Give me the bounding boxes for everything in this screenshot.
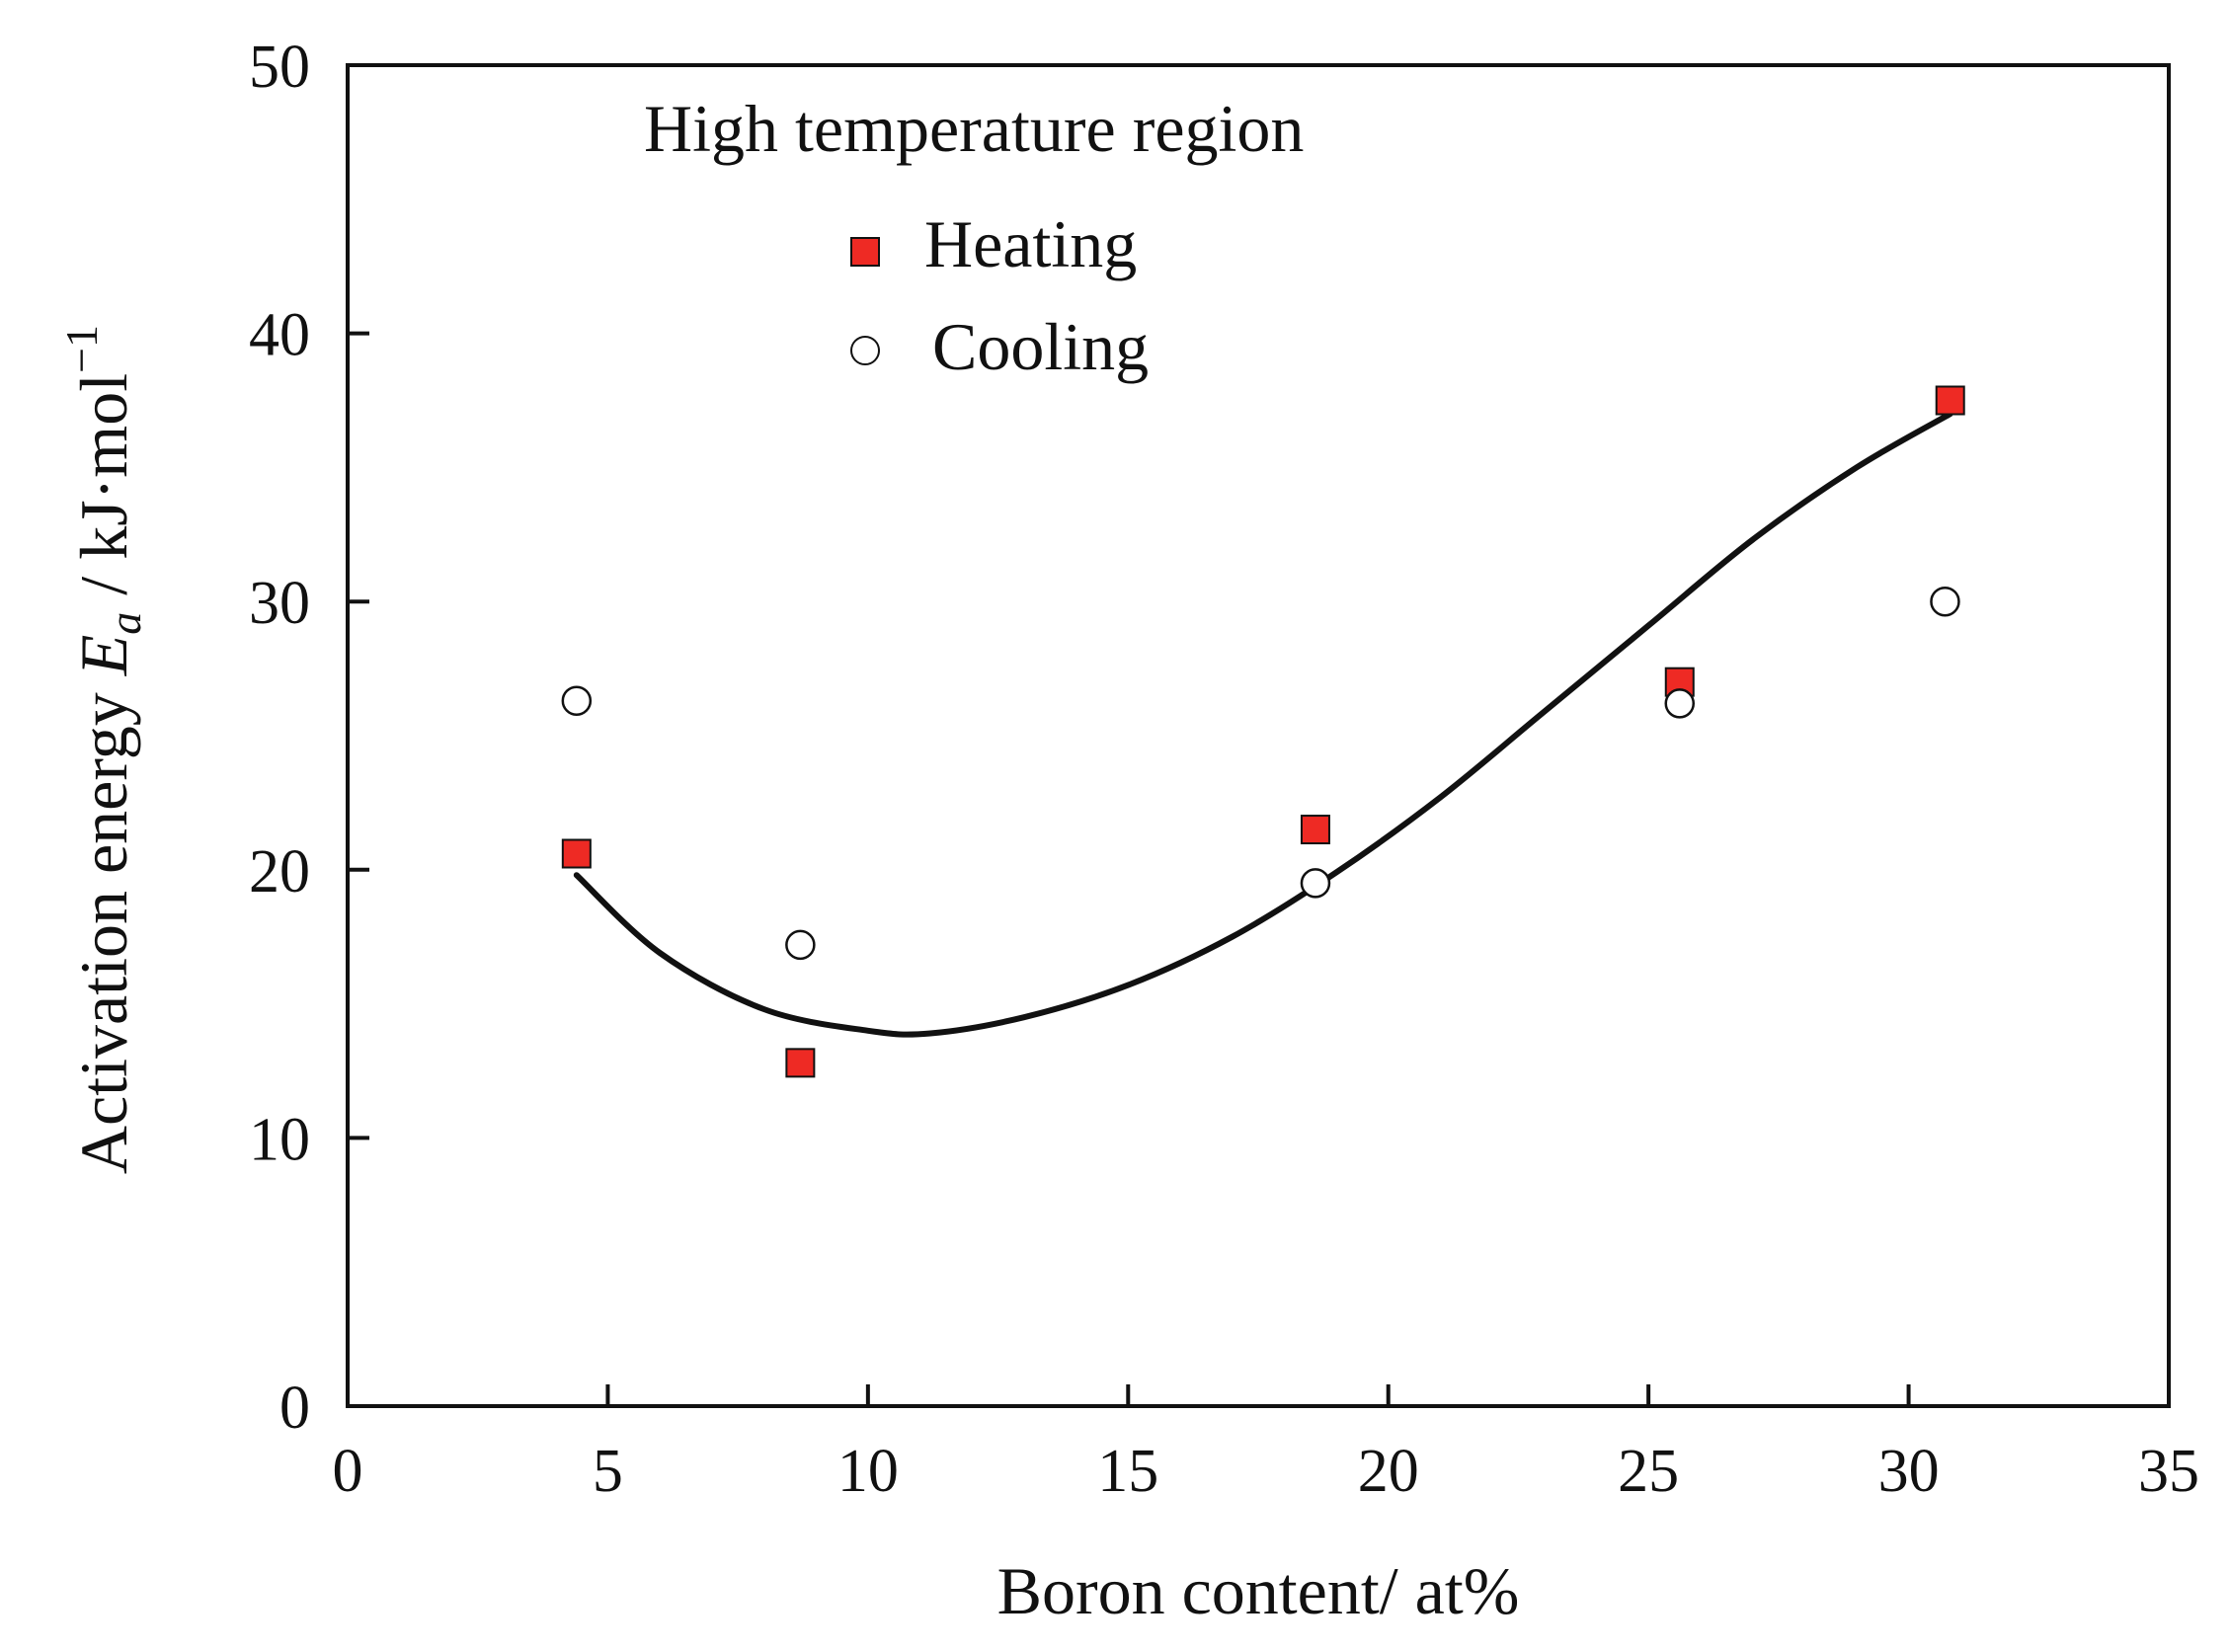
x-axis-title: Boron content/ at% [997,1553,1520,1628]
x-tick-label: 0 [333,1438,363,1505]
x-axis-ticks: 0 5 10 15 20 25 30 35 [333,1384,2199,1505]
y-tick-label: 10 [249,1106,310,1173]
y-axis-title-unit: / kJ·mol [66,373,141,612]
cooling-point [785,929,816,961]
y-axis-title-prefix: Activation energy [66,675,141,1174]
y-tick-label: 0 [279,1375,310,1442]
y-axis-title: Activation energy Ea / kJ·mol−1 [56,325,150,1174]
x-tick-label: 10 [837,1438,899,1505]
heating-point [785,1048,816,1078]
cooling-point [1300,868,1331,899]
x-tick-label: 5 [593,1438,623,1505]
heating-point [561,838,592,869]
cooling-point [1930,586,1960,617]
y-tick-label: 30 [249,570,310,637]
y-axis-ticks: 0 10 20 30 40 50 [249,34,369,1442]
legend-marker-heating [850,237,880,267]
cooling-point [1664,688,1696,719]
x-tick-label: 15 [1097,1438,1158,1505]
y-tick-label: 50 [249,34,310,101]
legend-label-heating: Heating [924,206,1137,281]
data-points-layer [561,385,1965,1078]
legend-marker-cooling [850,336,880,365]
x-tick-label: 25 [1618,1438,1679,1505]
x-tick-label: 35 [2138,1438,2199,1505]
y-axis-title-superscript: −1 [56,325,107,373]
x-tick-label: 30 [1878,1438,1940,1505]
plot-frame [346,63,2171,1408]
legend-label-cooling: Cooling [932,309,1149,384]
y-tick-label: 20 [249,838,310,905]
heating-point [1300,815,1330,845]
legend-title: High temperature region [644,91,1304,166]
cooling-point [561,685,593,716]
fit-curve-layer [573,411,1953,1038]
y-axis-title-subscript: a [100,612,150,635]
heating-point [1935,385,1965,416]
x-tick-label: 20 [1358,1438,1419,1505]
y-tick-label: 40 [249,302,310,369]
y-axis-title-symbol: E [66,635,141,677]
fit-curve [573,411,1953,1038]
legend: High temperature region Heating Cooling [644,91,1304,384]
